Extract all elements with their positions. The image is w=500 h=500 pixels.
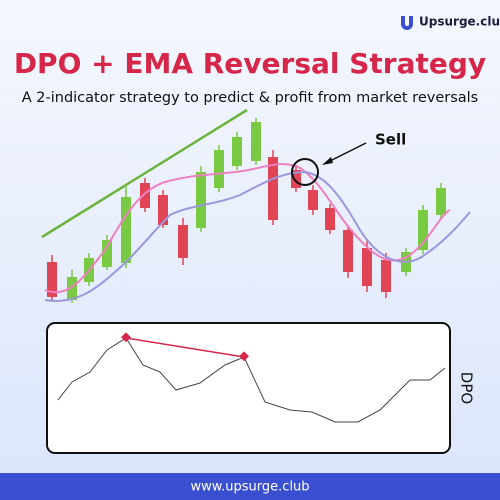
divergence-point bbox=[121, 332, 131, 343]
candle-body bbox=[291, 170, 301, 188]
candle-body bbox=[102, 240, 112, 267]
candle-body bbox=[251, 122, 261, 161]
candle-body bbox=[214, 150, 224, 188]
candle-body bbox=[308, 190, 318, 210]
candle-body bbox=[436, 188, 446, 215]
sell-circle bbox=[291, 158, 319, 186]
title: DPO + EMA Reversal Strategy bbox=[14, 47, 486, 80]
candle-body bbox=[381, 260, 391, 292]
footer-bar bbox=[0, 473, 500, 500]
candle-body bbox=[418, 210, 428, 250]
panel-frame bbox=[46, 322, 451, 454]
candle-body bbox=[325, 208, 335, 230]
divergence-point bbox=[239, 351, 249, 362]
divergence-line bbox=[125, 337, 245, 358]
candle-body bbox=[140, 183, 150, 208]
brand-logo: Upsurge.club bbox=[401, 15, 500, 30]
candle-body bbox=[232, 137, 242, 166]
ema-slow bbox=[44, 170, 471, 302]
candle-body bbox=[268, 157, 278, 220]
panel-label: DPO bbox=[458, 372, 476, 404]
candle-body bbox=[343, 230, 353, 272]
footer-url: www.upsurge.club bbox=[190, 480, 309, 495]
trend-line bbox=[41, 108, 248, 239]
candle-body bbox=[196, 172, 206, 228]
subtitle: A 2-indicator strategy to predict & prof… bbox=[22, 90, 478, 106]
brand-name: Upsurge.club bbox=[419, 15, 500, 29]
ema-fast bbox=[44, 163, 451, 294]
arrow-head bbox=[322, 157, 333, 165]
dpo-panel: DPO bbox=[46, 322, 476, 454]
candle-body bbox=[121, 197, 131, 263]
candle-body bbox=[158, 195, 168, 225]
logo-icon bbox=[401, 16, 413, 30]
candle-body bbox=[362, 248, 372, 286]
sell-label: Sell bbox=[375, 131, 406, 149]
candle-body bbox=[67, 277, 77, 300]
candle-body bbox=[178, 225, 188, 258]
candle-body bbox=[47, 262, 57, 297]
price-illustration: Sell bbox=[41, 108, 471, 303]
